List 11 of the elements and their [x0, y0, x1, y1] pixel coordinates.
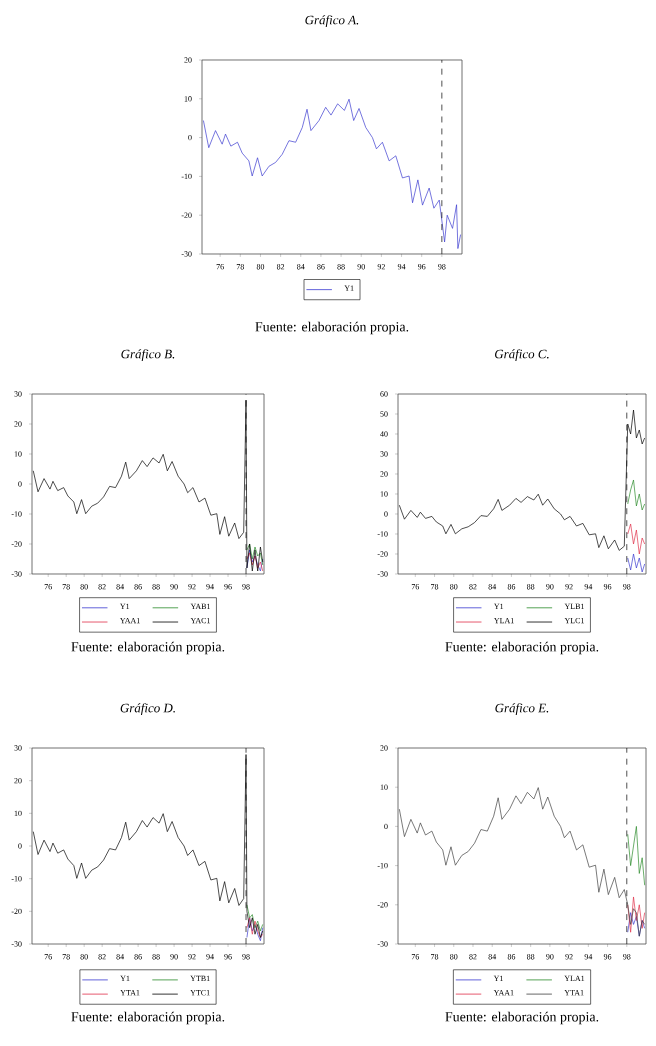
line-series [627, 479, 646, 511]
line-series [32, 399, 264, 572]
line-series [32, 754, 264, 938]
line-series [627, 896, 646, 933]
line-series [627, 553, 646, 573]
line-series [246, 917, 264, 938]
line-series [627, 523, 646, 555]
line-series [246, 543, 264, 566]
line-series [246, 904, 264, 932]
line-series [246, 917, 264, 942]
line-series [203, 98, 461, 249]
